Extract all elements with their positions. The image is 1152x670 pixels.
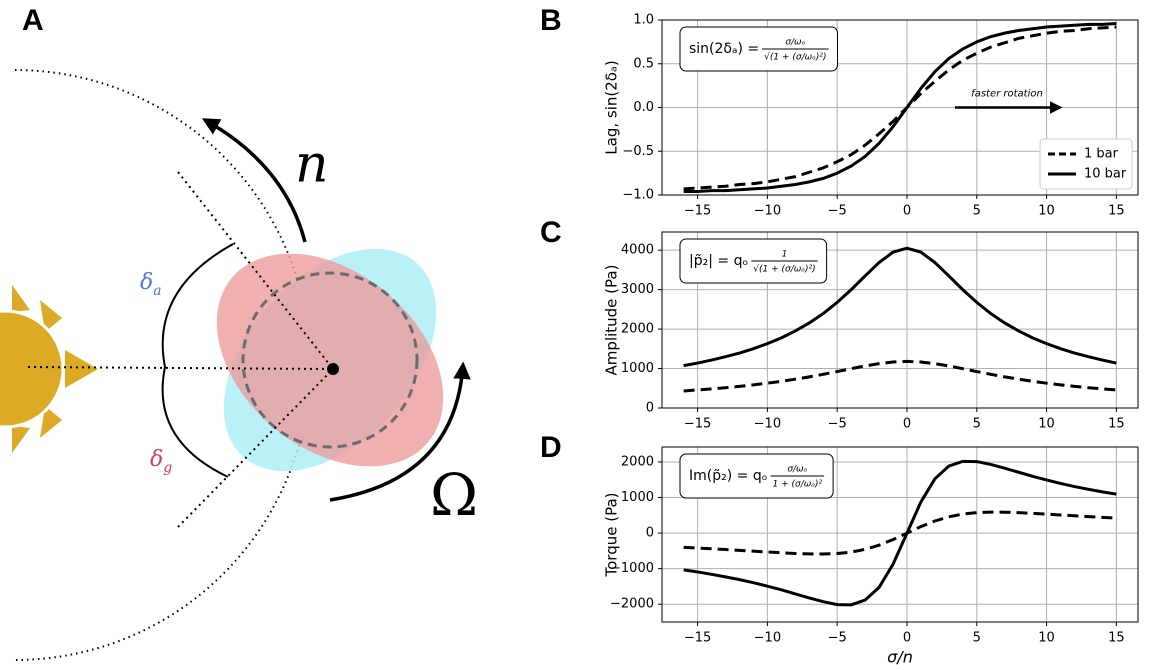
lag-bracket: [161, 243, 234, 478]
y-tick-label: 1000: [621, 490, 654, 505]
x-axis-label: σ/n: [887, 648, 913, 667]
y-tick-label: 1.0: [633, 13, 654, 28]
x-tick-label: 10: [1038, 204, 1055, 219]
x-tick-label: 10: [1038, 417, 1055, 432]
line-series: [683, 459, 1117, 607]
y-axis-label: Torque (Pa): [603, 493, 621, 578]
ground-bulge: [216, 253, 444, 467]
formula-box: [679, 453, 834, 499]
y-tick-label: 0: [646, 401, 654, 416]
x-tick-label: 0: [903, 631, 911, 646]
y-tick-label: −1000: [610, 561, 654, 576]
lag-a-symbol: δ: [140, 270, 153, 295]
formula: Im(p̃₂) = qₒ σ/ωₒ 1 + (σ/ωₒ)²: [679, 453, 834, 499]
lag-g-label: δg: [150, 447, 172, 476]
lag-a-label: δa: [140, 270, 162, 299]
spin-label: Ω: [430, 461, 478, 529]
x-tick-label: −10: [754, 417, 781, 432]
y-tick-label: 0: [646, 526, 654, 541]
formula-numerator: σ/ωₒ: [787, 465, 807, 475]
annotation-text: faster rotation: [971, 89, 1043, 100]
x-tick-label: 15: [1108, 631, 1125, 646]
diagram: A n Ω δa δg: [0, 4, 478, 661]
x-tick-label: −15: [684, 417, 711, 432]
x-tick-label: −5: [828, 204, 847, 219]
x-tick-label: −15: [684, 631, 711, 646]
formula: |p̃₂| = qₒ 1 √(1 + (σ/ωₒ)²): [679, 238, 828, 284]
legend-box: [1039, 138, 1133, 190]
line-series: [683, 25, 1117, 191]
formula-denominator: √(1 + (σ/ωₒ)²): [764, 52, 826, 63]
x-tick-label: −5: [828, 417, 847, 432]
formula-lhs: Im(p̃₂) = qₒ: [689, 468, 768, 484]
y-tick-label: −2000: [610, 597, 654, 612]
orbit-label: n: [295, 135, 329, 195]
orbit-arrow: [201, 118, 307, 243]
lag-g-symbol: δ: [150, 447, 163, 472]
center: [327, 363, 339, 375]
y-tick-label: 3000: [621, 282, 654, 297]
formula-numerator: σ/ωₒ: [785, 38, 805, 48]
x-tick-label: 0: [903, 204, 911, 219]
y-tick-label: 1000: [621, 361, 654, 376]
x-tick-label: −10: [754, 631, 781, 646]
x-tick-label: 10: [1038, 631, 1055, 646]
ground-axis: [177, 368, 334, 528]
formula-denominator: √(1 + (σ/ωₒ)²): [753, 264, 815, 275]
x-tick-label: 0: [903, 417, 911, 432]
spin-arrow: [329, 361, 471, 502]
x-tick-label: −10: [754, 204, 781, 219]
line-series: [683, 22, 1117, 193]
x-tick-label: 15: [1108, 417, 1125, 432]
plot-frame: [661, 446, 1139, 623]
x-tick-label: 5: [973, 417, 981, 432]
line-series: [683, 359, 1117, 393]
formula-lhs: sin(2δₐ) =: [689, 41, 759, 57]
formula: sin(2δₐ) = σ/ωₒ √(1 + (σ/ωₒ)²): [679, 26, 838, 72]
x-tick-label: 5: [973, 204, 981, 219]
y-tick-label: 0.5: [633, 56, 654, 71]
sun: [0, 285, 98, 453]
planet-outline: [241, 271, 419, 449]
panel-label: A: [22, 4, 44, 37]
y-tick-label: 0.0: [633, 100, 654, 115]
y-tick-label: 2000: [621, 454, 654, 469]
formula-denominator: 1 + (σ/ωₒ)²: [773, 480, 823, 490]
formula-numerator: 1: [782, 250, 788, 260]
y-tick-label: 2000: [621, 322, 654, 337]
plot-frame: [661, 231, 1139, 409]
legend-label: 1 bar: [1084, 147, 1119, 162]
y-tick-label: 4000: [621, 243, 654, 258]
panel-label: C: [540, 216, 562, 249]
x-tick-label: 5: [973, 631, 981, 646]
formula-box: [679, 26, 838, 72]
legend-label: 10 bar: [1084, 167, 1127, 182]
panel-label: D: [540, 431, 562, 464]
lag-g-subscript: g: [163, 460, 172, 476]
plot-frame: [661, 19, 1139, 196]
y-tick-label: −0.5: [622, 144, 654, 159]
x-tick-label: −5: [828, 631, 847, 646]
y-axis-label: Lag, sin(2δₐ): [603, 60, 621, 154]
line-series: [683, 246, 1117, 368]
x-tick-label: −15: [684, 204, 711, 219]
line-series: [683, 510, 1117, 556]
panel-label: B: [540, 4, 562, 37]
y-tick-label: −1.0: [622, 188, 654, 203]
y-axis-label: Amplitude (Pa): [603, 265, 621, 376]
x-tick-label: 15: [1108, 204, 1125, 219]
lag-a-subscript: a: [153, 283, 161, 299]
formula-lhs: |p̃₂| = qₒ: [689, 253, 748, 269]
